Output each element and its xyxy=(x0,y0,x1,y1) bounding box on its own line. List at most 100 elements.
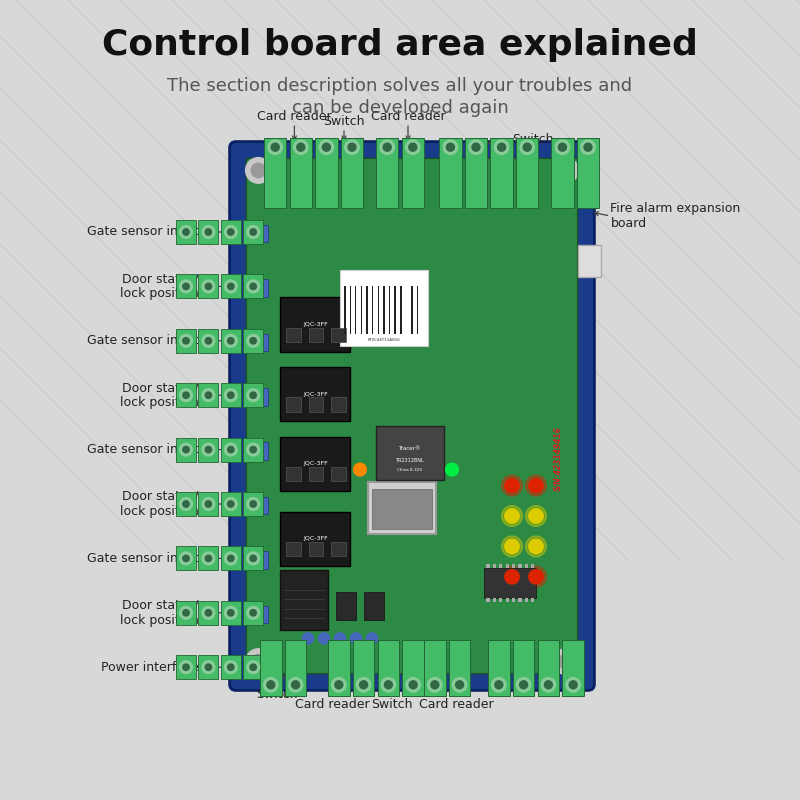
Bar xyxy=(198,438,218,462)
Circle shape xyxy=(446,143,454,151)
Bar xyxy=(424,640,446,696)
Circle shape xyxy=(469,140,483,154)
Circle shape xyxy=(494,681,502,689)
Bar xyxy=(499,564,502,568)
Bar xyxy=(285,640,306,696)
Bar xyxy=(372,286,373,334)
Circle shape xyxy=(384,681,392,689)
Circle shape xyxy=(224,280,238,293)
Text: Card reader: Card reader xyxy=(418,698,494,710)
Circle shape xyxy=(553,649,578,674)
Circle shape xyxy=(505,509,519,523)
Bar xyxy=(243,220,263,244)
Circle shape xyxy=(406,140,420,154)
Circle shape xyxy=(205,392,211,398)
Circle shape xyxy=(502,566,522,587)
Bar xyxy=(198,601,218,625)
Circle shape xyxy=(228,229,234,235)
Circle shape xyxy=(359,681,367,689)
Circle shape xyxy=(520,140,534,154)
Text: Power interface: Power interface xyxy=(101,661,198,674)
Bar xyxy=(439,138,462,208)
Circle shape xyxy=(472,143,480,151)
Circle shape xyxy=(246,389,259,402)
Bar xyxy=(280,367,350,422)
Bar xyxy=(419,286,421,334)
Bar xyxy=(221,383,241,407)
Circle shape xyxy=(266,681,275,689)
Bar xyxy=(402,640,424,696)
Circle shape xyxy=(246,334,259,347)
Text: JQC-3FF: JQC-3FF xyxy=(303,392,327,397)
Circle shape xyxy=(526,566,546,587)
Circle shape xyxy=(246,498,259,510)
Circle shape xyxy=(250,229,256,235)
Bar xyxy=(350,286,351,334)
Bar xyxy=(286,542,301,557)
Bar xyxy=(394,286,396,334)
Circle shape xyxy=(182,283,189,290)
Circle shape xyxy=(228,501,234,507)
Bar xyxy=(254,606,268,623)
Bar xyxy=(341,138,363,208)
Circle shape xyxy=(354,463,366,476)
Circle shape xyxy=(526,536,546,557)
Circle shape xyxy=(498,143,506,151)
Bar xyxy=(578,245,601,277)
Bar xyxy=(254,225,268,242)
Bar xyxy=(198,546,218,570)
Circle shape xyxy=(406,678,421,692)
Circle shape xyxy=(246,649,271,674)
Circle shape xyxy=(182,446,189,453)
Circle shape xyxy=(380,140,394,154)
Circle shape xyxy=(569,681,577,689)
Circle shape xyxy=(224,606,238,619)
Bar xyxy=(243,492,263,516)
Bar xyxy=(286,328,301,342)
Bar xyxy=(374,286,376,334)
Circle shape xyxy=(529,509,543,523)
Circle shape xyxy=(505,478,519,493)
Bar xyxy=(198,492,218,516)
Bar xyxy=(264,138,286,208)
Circle shape xyxy=(409,681,418,689)
Circle shape xyxy=(555,140,570,154)
Bar xyxy=(260,640,282,696)
Bar xyxy=(309,542,323,557)
Text: S/N:423149416: S/N:423149416 xyxy=(553,426,562,491)
Circle shape xyxy=(558,654,573,669)
Circle shape xyxy=(251,163,266,178)
Circle shape xyxy=(205,338,211,344)
Circle shape xyxy=(182,392,189,398)
Bar xyxy=(331,467,346,482)
Circle shape xyxy=(224,389,238,402)
Bar xyxy=(562,640,584,696)
Text: Tracer®: Tracer® xyxy=(398,446,421,451)
Circle shape xyxy=(529,539,543,554)
Circle shape xyxy=(202,389,214,402)
Circle shape xyxy=(381,678,395,692)
Bar xyxy=(221,220,241,244)
Circle shape xyxy=(182,501,189,507)
Bar xyxy=(280,512,350,566)
Bar xyxy=(538,640,559,696)
Circle shape xyxy=(202,280,214,293)
Circle shape xyxy=(179,443,193,456)
Circle shape xyxy=(322,143,330,151)
Bar xyxy=(370,286,371,334)
Bar xyxy=(286,467,301,482)
Bar xyxy=(198,655,218,679)
Circle shape xyxy=(294,140,308,154)
Bar xyxy=(328,640,350,696)
Bar xyxy=(400,286,402,334)
Bar xyxy=(364,592,384,620)
Bar xyxy=(525,564,528,568)
Circle shape xyxy=(246,280,259,293)
Text: Gate sensor input: Gate sensor input xyxy=(87,334,198,347)
Circle shape xyxy=(318,633,330,644)
Circle shape xyxy=(179,389,193,402)
Circle shape xyxy=(228,446,234,453)
Bar xyxy=(465,138,487,208)
Bar xyxy=(499,598,502,602)
Circle shape xyxy=(357,678,370,692)
